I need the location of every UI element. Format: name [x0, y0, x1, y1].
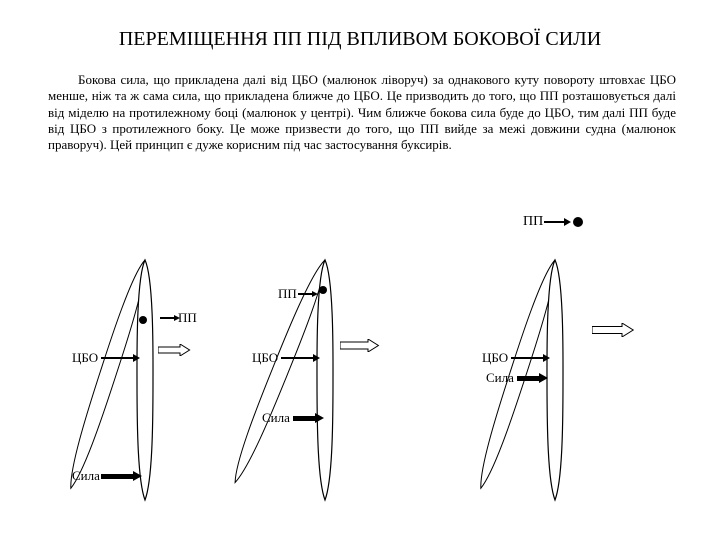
diagram-label: ПП: [178, 310, 197, 326]
pivot-point-icon: [573, 217, 583, 227]
diagram-label: ПП: [523, 214, 543, 230]
hollow-arrow-icon: [158, 344, 192, 356]
diagram-label: Сила: [72, 468, 100, 484]
pivot-point-icon: [319, 286, 327, 294]
page-title: ПЕРЕМІЩЕННЯ ПП ПІД ВПЛИВОМ БОКОВОЇ СИЛИ: [0, 28, 720, 51]
hollow-arrow-icon: [592, 323, 636, 337]
diagram-label: ПП: [278, 286, 297, 302]
diagram-label: ЦБО: [482, 350, 508, 366]
diagram-label: ЦБО: [252, 350, 278, 366]
hollow-arrow-icon: [340, 339, 381, 352]
diagram-label: Сила: [262, 410, 290, 426]
ship-outline: [129, 260, 161, 500]
pivot-point-icon: [139, 316, 147, 324]
diagram-label: ЦБО: [72, 350, 98, 366]
diagram-label: Сила: [486, 370, 514, 386]
body-paragraph: Бокова сила, що прикладена далі від ЦБО …: [48, 72, 676, 153]
